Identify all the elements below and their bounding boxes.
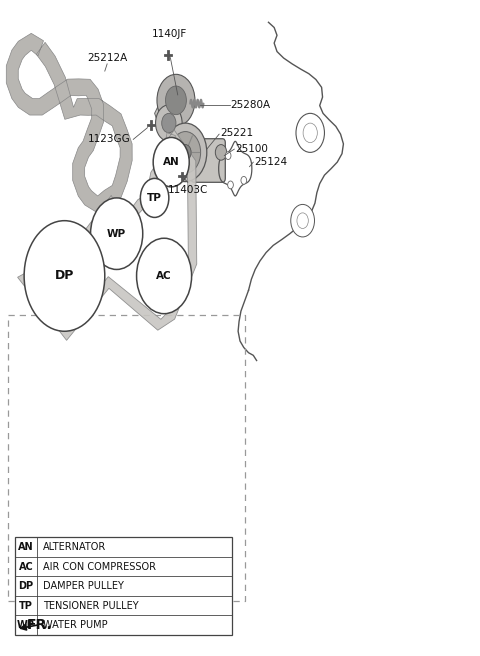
Bar	[14, 537, 232, 635]
Text: AC: AC	[19, 562, 34, 572]
Text: 1140JF: 1140JF	[152, 29, 187, 39]
Text: 25280A: 25280A	[230, 100, 271, 110]
Text: AN: AN	[163, 157, 180, 167]
Text: 25124: 25124	[254, 157, 288, 167]
Text: 25221: 25221	[220, 128, 253, 138]
Text: AIR CON COMPRESSOR: AIR CON COMPRESSOR	[43, 562, 156, 572]
Text: 1123GG: 1123GG	[88, 134, 131, 144]
Text: WATER PUMP: WATER PUMP	[43, 621, 108, 630]
Circle shape	[303, 123, 317, 142]
Circle shape	[140, 178, 169, 217]
Text: 11403C: 11403C	[168, 185, 208, 195]
Text: TP: TP	[147, 193, 162, 203]
Text: AN: AN	[18, 543, 34, 552]
Text: AC: AC	[156, 271, 172, 281]
Circle shape	[170, 132, 201, 173]
Circle shape	[137, 238, 192, 314]
Polygon shape	[155, 95, 189, 120]
Circle shape	[225, 152, 231, 159]
Text: DAMPER PULLEY: DAMPER PULLEY	[43, 581, 124, 591]
Circle shape	[157, 74, 195, 127]
Circle shape	[156, 105, 182, 141]
Text: 25212A: 25212A	[87, 52, 127, 62]
Circle shape	[24, 220, 105, 331]
Circle shape	[162, 113, 176, 133]
Circle shape	[216, 144, 227, 160]
Text: FR.: FR.	[26, 617, 52, 632]
Text: DP: DP	[55, 270, 74, 283]
Circle shape	[241, 176, 247, 184]
Text: WP: WP	[107, 229, 126, 239]
Circle shape	[180, 144, 191, 160]
Text: TENSIONER PULLEY: TENSIONER PULLEY	[43, 601, 139, 611]
Polygon shape	[18, 130, 197, 340]
Bar	[8, 315, 245, 601]
FancyBboxPatch shape	[191, 138, 225, 182]
Circle shape	[291, 205, 314, 237]
Circle shape	[164, 123, 207, 182]
Text: TP: TP	[19, 601, 33, 611]
Text: 25100: 25100	[235, 144, 268, 154]
Circle shape	[296, 113, 324, 152]
Circle shape	[228, 181, 233, 189]
Text: WP: WP	[17, 621, 35, 630]
Circle shape	[297, 213, 308, 228]
Text: DP: DP	[18, 581, 34, 591]
Text: ALTERNATOR: ALTERNATOR	[43, 543, 107, 552]
Circle shape	[153, 137, 189, 187]
Circle shape	[91, 198, 143, 270]
Circle shape	[166, 86, 186, 115]
Polygon shape	[6, 33, 132, 213]
